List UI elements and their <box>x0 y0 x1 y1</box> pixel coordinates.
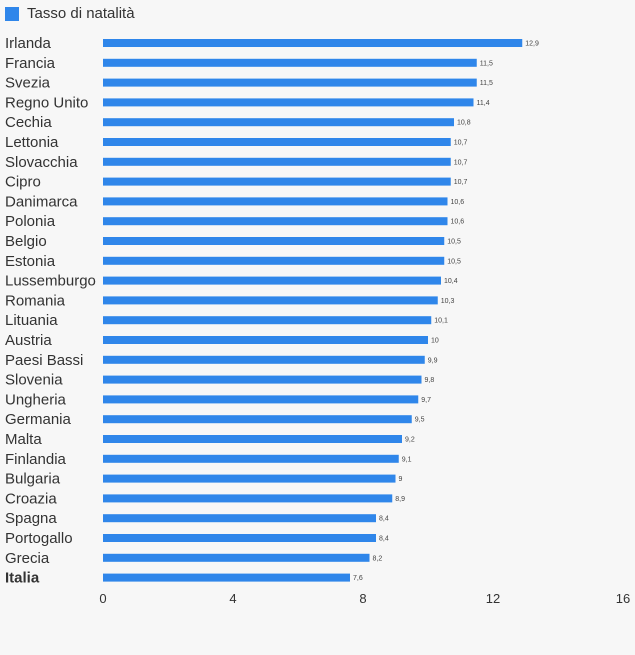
x-tick-label: 8 <box>359 591 366 606</box>
value-label: 8,4 <box>379 536 389 543</box>
bar <box>103 316 432 325</box>
value-label: 10,6 <box>451 199 465 206</box>
bar <box>103 58 477 67</box>
category-label: Ungheria <box>5 391 67 408</box>
category-label: Belgio <box>5 233 47 250</box>
value-label: 10,8 <box>457 120 471 127</box>
bar <box>103 514 376 523</box>
value-label: 9 <box>399 476 403 483</box>
bar <box>103 474 396 483</box>
x-tick-label: 16 <box>616 591 630 606</box>
value-label: 9,7 <box>421 397 431 404</box>
value-label: 10,5 <box>447 258 461 265</box>
value-label: 9,2 <box>405 437 415 444</box>
bar <box>103 217 448 226</box>
value-label: 12,9 <box>525 41 539 48</box>
category-label: Francia <box>5 55 56 72</box>
bar <box>103 296 438 305</box>
category-label: Spagna <box>5 510 57 527</box>
bar <box>103 177 451 186</box>
value-label: 10,5 <box>447 239 461 246</box>
category-label: Lussemburgo <box>5 273 96 290</box>
bar <box>103 395 419 404</box>
category-label: Danimarca <box>5 193 78 210</box>
value-label: 11,5 <box>480 80 493 87</box>
value-label: 10,1 <box>434 318 448 325</box>
bar <box>103 534 376 542</box>
bar <box>103 118 454 127</box>
bar <box>103 336 428 344</box>
bar <box>103 98 474 107</box>
category-label: Germania <box>5 411 72 428</box>
category-label: Estonia <box>5 253 56 270</box>
bar <box>103 138 451 146</box>
category-label: Regno Unito <box>5 94 88 111</box>
x-tick-label: 0 <box>99 591 106 606</box>
legend: Tasso di natalità <box>5 5 135 22</box>
category-label: Svezia <box>5 75 51 92</box>
bar <box>103 157 451 166</box>
bar <box>103 197 448 206</box>
bar <box>103 237 445 245</box>
value-label: 10,7 <box>454 179 468 186</box>
value-label: 10,7 <box>454 159 468 166</box>
bar <box>103 573 350 582</box>
value-label: 9,1 <box>402 456 412 463</box>
value-label: 10,6 <box>451 219 465 226</box>
value-label: 10,4 <box>444 278 458 285</box>
bar <box>103 454 399 463</box>
category-label: Cipro <box>5 174 41 191</box>
category-label: Romania <box>5 292 66 309</box>
bar <box>103 355 425 364</box>
value-label: 7,6 <box>353 575 363 582</box>
category-label: Bulgaria <box>5 471 61 488</box>
category-label: Croazia <box>5 490 57 507</box>
legend-label: Tasso di natalità <box>27 5 135 22</box>
bar <box>103 276 441 285</box>
bar <box>103 553 370 562</box>
category-label: Finlandia <box>5 451 67 468</box>
value-label: 10,3 <box>441 298 455 305</box>
category-label: Malta <box>5 431 42 448</box>
bar <box>103 256 445 265</box>
bar <box>103 78 477 87</box>
value-label: 9,9 <box>428 357 438 364</box>
category-label: Paesi Bassi <box>5 352 83 369</box>
legend-swatch <box>5 6 19 21</box>
value-label: 11,4 <box>477 100 490 107</box>
bar <box>103 415 412 424</box>
value-label: 11,5 <box>480 60 493 67</box>
value-label: 10,7 <box>454 140 468 147</box>
x-tick-label: 12 <box>486 591 500 606</box>
bar <box>103 375 422 384</box>
category-label: Polonia <box>5 213 56 230</box>
category-label: Lettonia <box>5 134 59 151</box>
bar <box>103 494 393 503</box>
category-label: Grecia <box>5 550 50 567</box>
bar <box>103 39 523 47</box>
value-label: 10 <box>431 338 439 345</box>
value-label: 8,4 <box>379 516 389 523</box>
category-label: Cechia <box>5 114 52 131</box>
bar <box>103 435 402 443</box>
value-label: 9,5 <box>415 417 425 424</box>
category-label: Lituania <box>5 312 58 329</box>
value-label: 8,2 <box>373 555 383 562</box>
category-label: Slovacchia <box>5 154 78 171</box>
category-label: Italia <box>5 570 40 587</box>
value-label: 8,9 <box>395 496 405 503</box>
category-label: Austria <box>5 332 52 349</box>
value-label: 9,8 <box>425 377 435 384</box>
x-tick-label: 4 <box>229 591 236 606</box>
category-label: Irlanda <box>5 35 52 52</box>
category-label: Slovenia <box>5 372 63 389</box>
category-label: Portogallo <box>5 530 73 547</box>
